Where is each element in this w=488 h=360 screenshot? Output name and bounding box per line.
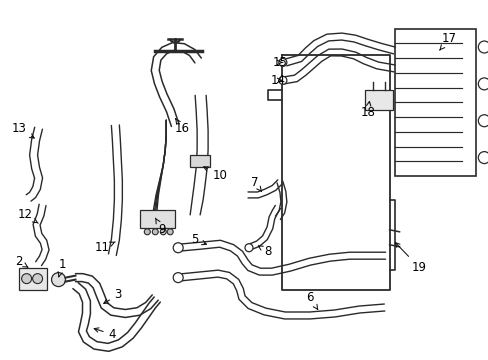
Bar bbox=[394, 28, 475, 176]
Circle shape bbox=[167, 229, 173, 235]
Circle shape bbox=[173, 273, 183, 283]
Text: 14: 14 bbox=[270, 74, 285, 87]
Text: 9: 9 bbox=[155, 218, 165, 236]
Text: 17: 17 bbox=[439, 32, 456, 50]
Text: 5: 5 bbox=[191, 233, 206, 246]
Bar bbox=[364, 90, 392, 110]
Text: 8: 8 bbox=[258, 245, 271, 258]
Text: 3: 3 bbox=[103, 288, 122, 303]
Text: 16: 16 bbox=[174, 119, 189, 135]
Circle shape bbox=[278, 58, 286, 67]
Text: 6: 6 bbox=[305, 291, 317, 309]
Text: 13: 13 bbox=[11, 122, 34, 138]
Bar bbox=[140, 210, 175, 228]
Circle shape bbox=[160, 229, 166, 235]
Circle shape bbox=[21, 274, 32, 284]
Bar bbox=[19, 268, 46, 289]
Circle shape bbox=[278, 76, 286, 84]
Text: 12: 12 bbox=[18, 208, 38, 223]
Text: 4: 4 bbox=[94, 328, 116, 341]
Text: 10: 10 bbox=[203, 167, 227, 181]
Text: 1: 1 bbox=[58, 258, 66, 277]
Text: 19: 19 bbox=[394, 243, 426, 274]
Circle shape bbox=[152, 229, 158, 235]
Circle shape bbox=[144, 229, 150, 235]
Text: 18: 18 bbox=[360, 102, 374, 119]
Circle shape bbox=[173, 243, 183, 253]
Circle shape bbox=[33, 274, 42, 284]
Text: 15: 15 bbox=[272, 56, 287, 69]
Text: 7: 7 bbox=[251, 176, 261, 192]
Text: 2: 2 bbox=[15, 255, 28, 268]
Circle shape bbox=[51, 273, 65, 287]
Circle shape bbox=[244, 244, 252, 252]
Bar bbox=[190, 155, 210, 167]
Text: 11: 11 bbox=[95, 241, 115, 254]
